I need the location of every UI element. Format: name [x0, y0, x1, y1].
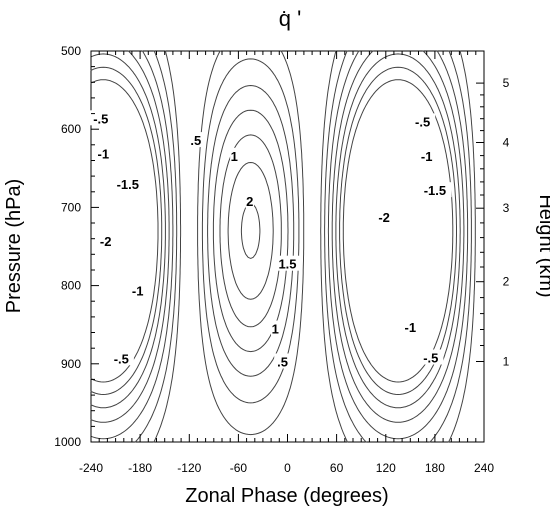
- contour-label: -.5: [93, 111, 108, 126]
- contour-label-background: [274, 255, 301, 271]
- contour-label: .5: [190, 133, 201, 148]
- contour-label-background: [418, 147, 436, 163]
- contour-label-background: [274, 353, 291, 369]
- y-tick-label: 700: [61, 200, 81, 214]
- contour-label: -2: [100, 234, 112, 249]
- negative-contour-line: [90, 50, 469, 440]
- y2-tick-label: 1: [503, 355, 510, 369]
- x-tick-label: -120: [177, 461, 201, 475]
- contour-label-background: [401, 319, 419, 334]
- negative-contour-line: [90, 66, 457, 395]
- contour-label: -1.5: [117, 177, 139, 192]
- contour-label: -1: [405, 320, 417, 335]
- x-tick-label: 240: [474, 461, 494, 475]
- contour-label-background: [97, 233, 115, 248]
- positive-contour-line: [219, 134, 282, 328]
- x-tick-label: 120: [376, 461, 396, 475]
- contour-label: 1: [272, 322, 279, 337]
- contour-label-background: [94, 145, 112, 161]
- contour-label: -1: [132, 283, 144, 298]
- x-axis-title: Zonal Phase (degrees): [185, 485, 388, 507]
- y-axis-title: Pressure (hPa): [3, 179, 25, 314]
- contour-label-background: [271, 320, 280, 336]
- positive-contour-line: [240, 202, 261, 259]
- contour-label: -1.5: [424, 183, 446, 198]
- contour-label: 2: [246, 194, 253, 209]
- y2-tick-label: 5: [503, 76, 510, 90]
- contour-label: 1.5: [278, 257, 296, 272]
- y-axis-pressure: 500 600 700 800 900 1000: [54, 44, 99, 449]
- negative-contour-line: [153, 50, 476, 443]
- y2-tick-label: 4: [503, 136, 510, 150]
- contour-label: 1: [231, 149, 238, 164]
- negative-contour-line: [90, 79, 454, 383]
- y2-tick-label: 3: [503, 201, 510, 215]
- contour-label-background: [187, 132, 205, 148]
- contour-label-background: [418, 182, 452, 198]
- contour-label: -2: [378, 210, 390, 225]
- x-tick-label: 0: [284, 461, 291, 475]
- negative-contour-line: [134, 50, 472, 443]
- x-tick-label: -240: [79, 461, 103, 475]
- contour-label-background: [418, 349, 444, 365]
- contour-label-background: [111, 175, 145, 191]
- positive-contour-line: [207, 85, 295, 377]
- x-tick-label: -180: [128, 461, 152, 475]
- chart-title: q̇ ': [279, 6, 302, 31]
- contour-label: -1: [421, 149, 433, 164]
- y-tick-label: 800: [61, 279, 81, 293]
- y2-tick-label: 2: [503, 275, 510, 289]
- contour-label: -1: [98, 146, 110, 161]
- contour-label-background: [129, 282, 147, 298]
- negative-contour-line: [90, 50, 465, 423]
- x-tick-label: -60: [230, 461, 248, 475]
- contour-label-background: [108, 350, 134, 366]
- contour-label: -.5: [114, 351, 129, 366]
- y-tick-label: 900: [61, 357, 81, 371]
- y-axis-height: 1 2 3 4 5: [476, 76, 510, 369]
- contour-label: -.5: [415, 114, 430, 129]
- contour-lines: [90, 50, 476, 443]
- x-tick-label: 60: [330, 461, 344, 475]
- negative-contour-line: [90, 53, 461, 409]
- contour-label-background: [245, 193, 254, 209]
- y2-axis-title: Height (km): [535, 194, 550, 297]
- y-tick-label: 600: [61, 122, 81, 136]
- positive-contour-line: [227, 162, 274, 300]
- x-axis: -240 -180 -120 -60 0 60 120 180 240: [79, 51, 494, 475]
- contour-label: .5: [277, 355, 288, 370]
- positive-contour-line: [212, 109, 289, 353]
- x-tick-label: 180: [425, 461, 445, 475]
- contour-label-background: [375, 208, 393, 224]
- y-tick-label: 500: [61, 44, 81, 58]
- contour-label-background: [230, 147, 239, 163]
- y-tick-label: 1000: [54, 435, 81, 449]
- contour-labels: .5121.51.5-.5-1-1.5-2-1-.5-.5-1-1.5-2-1-…: [88, 110, 452, 370]
- contour-label-background: [410, 113, 436, 129]
- contour-label: -.5: [423, 351, 438, 366]
